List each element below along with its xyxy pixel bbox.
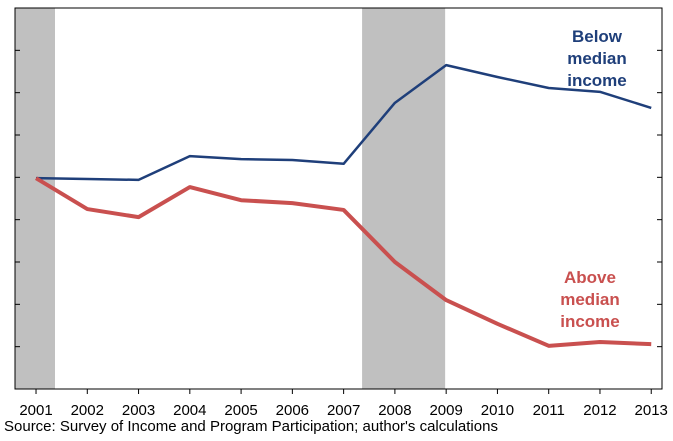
x-tick-label: 2001 (19, 402, 52, 419)
x-tick-label: 2012 (583, 402, 616, 419)
recession-band (362, 8, 446, 389)
x-tick-label: 2011 (533, 402, 565, 419)
x-tick-label: 2010 (481, 402, 514, 419)
x-tick-label: 2002 (71, 402, 104, 419)
x-tick-label: 2005 (224, 402, 257, 419)
x-tick-label: 2006 (276, 402, 309, 419)
recession-band (15, 8, 55, 389)
data-line (35, 63, 652, 182)
x-tick-label: 2007 (327, 402, 360, 419)
x-tick-label: 2003 (122, 402, 155, 419)
x-tick-label: 2008 (378, 402, 411, 419)
source-note: Source: Survey of Income and Program Par… (4, 418, 498, 435)
x-tick-label: 2004 (173, 402, 206, 419)
plot-frame (14, 7, 663, 390)
series-label: Above median income (560, 268, 620, 331)
x-tick-label: 2009 (429, 402, 462, 419)
series-label: Below median income (567, 27, 627, 90)
x-tick-label: 2013 (635, 402, 668, 419)
data-line (34, 176, 652, 348)
